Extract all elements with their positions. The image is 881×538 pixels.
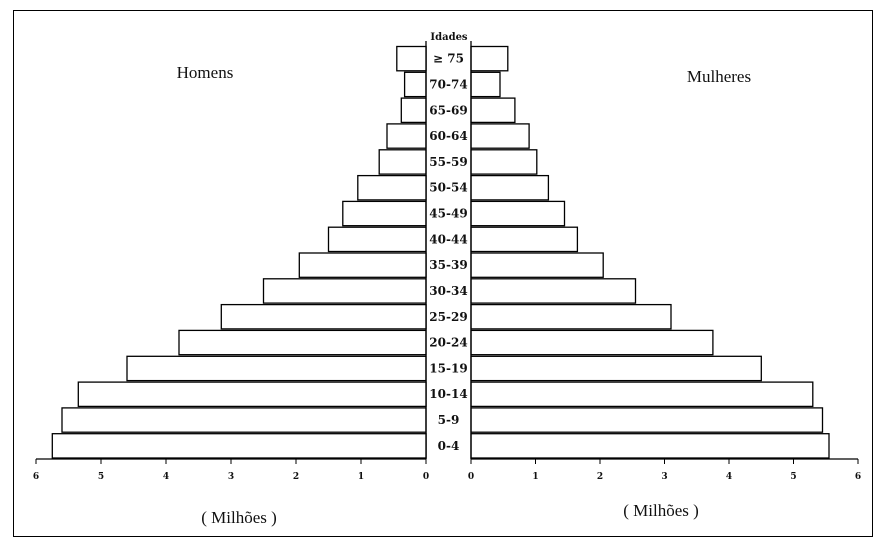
female-bars	[470, 45, 830, 459]
female-bar-10-14	[470, 381, 814, 408]
female-tick-label: 5	[790, 472, 796, 482]
female-bar-0-4	[470, 433, 830, 459]
female-bar-60-64	[470, 123, 530, 149]
male-tick-label: 5	[98, 472, 104, 482]
female-bar--75	[470, 45, 509, 72]
male-bar-65-69	[400, 97, 427, 124]
age-label: 15-19	[429, 361, 467, 375]
male-bar-10-14	[77, 381, 427, 408]
age-label: 5-9	[438, 413, 460, 427]
age-label: 50-54	[429, 181, 467, 195]
female-tick-label: 4	[726, 472, 732, 482]
male-bar-30-34	[262, 278, 427, 304]
female-tick-label: 6	[855, 472, 861, 482]
female-tick-label: 1	[532, 472, 538, 482]
male-bar-0-4	[51, 433, 427, 459]
male-bar--75	[396, 45, 427, 72]
age-label: 45-49	[429, 207, 467, 221]
female-bar-45-49	[470, 200, 566, 227]
female-bar-50-54	[470, 174, 550, 201]
age-axis-title: Idades	[430, 32, 468, 43]
female-tick-label: 0	[468, 472, 474, 482]
female-tick-label: 2	[597, 472, 603, 482]
axes: 0 0 1 1 2 2 3 3 4 4 5 5 6 6	[33, 41, 861, 482]
chart-border	[13, 10, 873, 537]
female-bar-35-39	[470, 252, 604, 278]
female-bar-20-24	[470, 329, 714, 356]
age-label: 25-29	[429, 310, 467, 324]
male-bar-40-44	[327, 226, 427, 253]
age-labels: 0-4 5-9 10-14 15-19 20-24 25-29 30-34 35-39 40-4…	[429, 52, 467, 453]
male-tick-label: 2	[293, 472, 299, 482]
male-bar-25-29	[220, 303, 427, 330]
age-label: 10-14	[429, 387, 467, 401]
age-label: ≥ 75	[433, 52, 464, 66]
female-bar-65-69	[470, 97, 516, 124]
female-bar-25-29	[470, 303, 672, 330]
age-label: 60-64	[429, 129, 467, 143]
male-bar-5-9	[61, 407, 427, 433]
female-bar-5-9	[470, 407, 824, 433]
male-title: Homens	[177, 63, 234, 82]
age-label: 0-4	[438, 439, 460, 453]
male-bar-60-64	[386, 123, 427, 149]
male-bar-50-54	[357, 174, 427, 201]
male-bar-15-19	[126, 355, 427, 382]
female-bar-55-59	[470, 149, 538, 175]
age-label: 35-39	[429, 258, 467, 272]
age-label: 30-34	[429, 284, 467, 298]
male-tick-label: 6	[33, 472, 39, 482]
male-tick-label: 3	[228, 472, 234, 482]
age-label: 65-69	[429, 103, 467, 117]
female-bar-40-44	[470, 226, 579, 253]
male-bar-70-74	[403, 71, 427, 98]
female-tick-label: 3	[661, 472, 667, 482]
female-title: Mulheres	[687, 67, 751, 86]
male-bar-35-39	[298, 252, 427, 278]
female-bar-70-74	[470, 71, 501, 98]
male-unit-label: ( Milhões )	[201, 508, 277, 527]
female-unit-label: ( Milhões )	[623, 501, 699, 520]
age-label: 20-24	[429, 336, 467, 350]
male-bar-55-59	[378, 149, 427, 175]
male-tick-label: 1	[358, 472, 364, 482]
male-tick-label: 0	[423, 472, 429, 482]
age-label: 55-59	[429, 155, 467, 169]
male-bar-20-24	[178, 329, 427, 356]
male-bar-45-49	[342, 200, 427, 227]
age-label: 40-44	[429, 232, 467, 246]
female-bar-30-34	[470, 278, 637, 304]
female-bar-15-19	[470, 355, 762, 382]
male-tick-label: 4	[163, 472, 169, 482]
male-bars	[51, 45, 427, 459]
age-label: 70-74	[429, 78, 467, 92]
